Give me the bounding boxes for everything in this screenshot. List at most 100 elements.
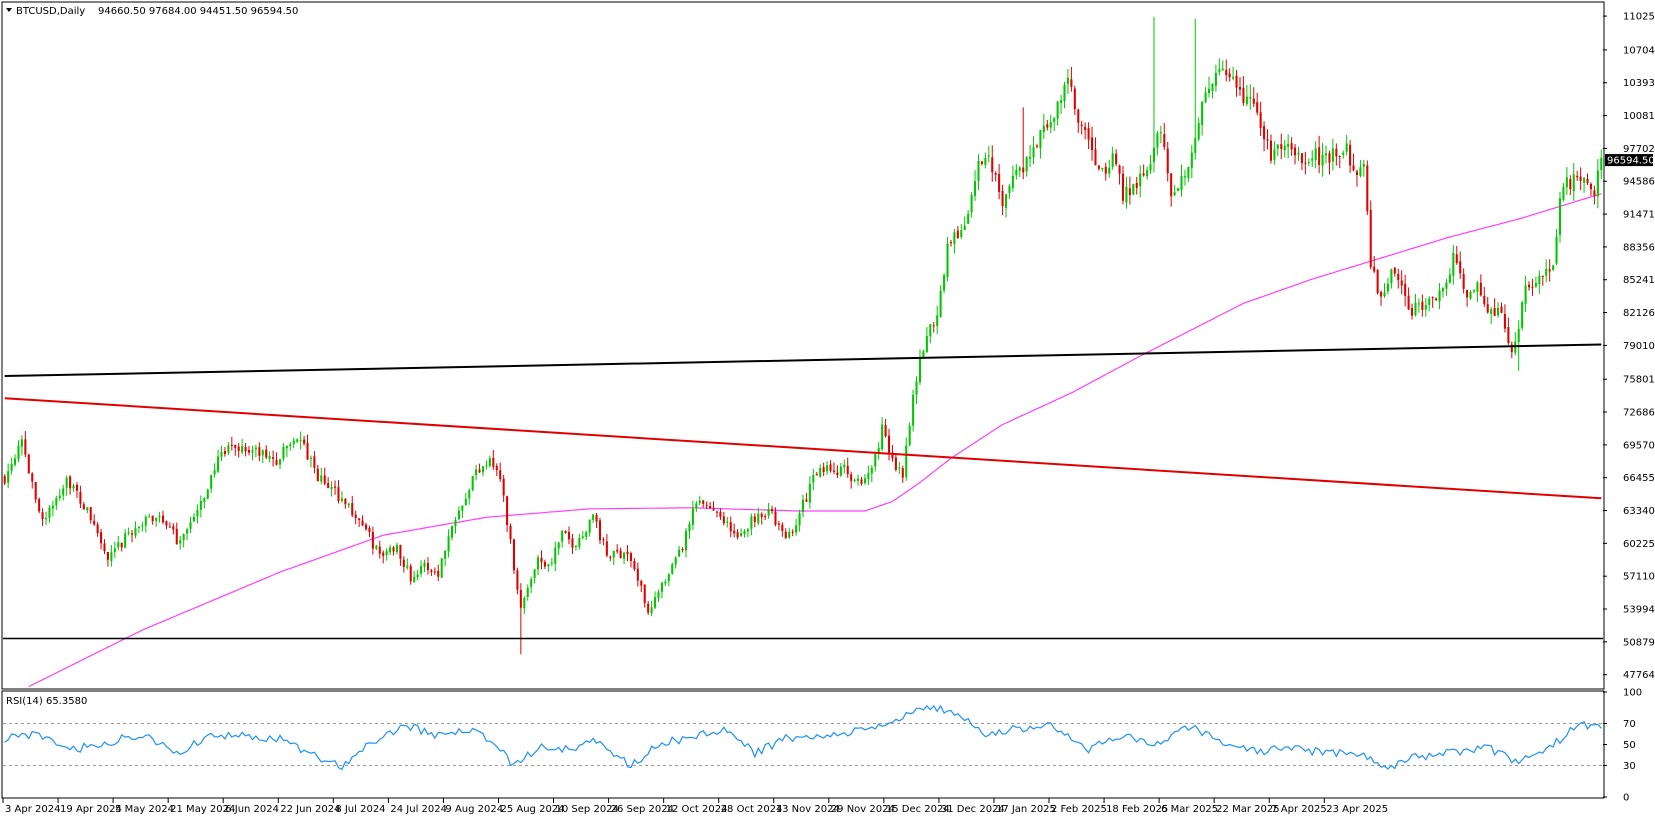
candle	[1307, 158, 1310, 167]
candle	[1507, 317, 1510, 345]
candle	[58, 488, 61, 501]
descending-trendline[interactable]	[4, 397, 1602, 500]
candle	[1142, 164, 1145, 177]
candle	[289, 441, 292, 451]
candle	[1245, 84, 1248, 107]
candle-body	[643, 584, 646, 603]
candle-body	[1142, 173, 1145, 176]
candle	[447, 529, 450, 558]
candle	[1221, 60, 1224, 72]
candle	[654, 591, 657, 610]
candle	[1527, 281, 1531, 291]
time-tick-label: 7 Apr 2025	[1271, 804, 1326, 815]
candle	[1328, 150, 1331, 175]
candle-body	[409, 566, 412, 582]
time-tick-label: 28 Oct 2024	[721, 804, 783, 815]
candle-body	[51, 505, 54, 509]
candle	[781, 522, 784, 537]
candle	[1238, 77, 1242, 96]
candle	[282, 442, 285, 462]
candle	[1497, 302, 1500, 318]
candle	[124, 529, 127, 549]
candle	[1032, 136, 1035, 165]
candle-body	[330, 487, 333, 489]
candle-body	[984, 158, 987, 165]
candle	[492, 449, 495, 470]
last-price-box	[1605, 154, 1653, 167]
candle-body	[1324, 153, 1328, 156]
rsi-tick-label: 50	[1623, 740, 1636, 751]
candle	[863, 474, 866, 485]
resistance-trendline[interactable]	[4, 343, 1602, 378]
candle-body	[1276, 144, 1279, 149]
candle	[574, 545, 577, 551]
candle	[760, 512, 763, 525]
candle	[912, 389, 915, 432]
candle-body	[241, 446, 244, 453]
candle	[1386, 277, 1389, 295]
candle-body	[640, 580, 643, 586]
candle	[244, 443, 247, 457]
candle-body	[1266, 139, 1269, 141]
candle	[815, 472, 818, 476]
candle	[144, 515, 147, 533]
candle	[241, 438, 244, 455]
candle	[55, 495, 58, 510]
candle	[1338, 155, 1341, 169]
candle	[368, 525, 371, 537]
candle-body	[1084, 126, 1087, 131]
candle	[1094, 137, 1097, 166]
candle-body	[1283, 145, 1286, 151]
candle-body	[857, 478, 860, 481]
candle-body	[134, 527, 137, 536]
candle-body	[385, 551, 388, 556]
candle-body	[275, 459, 278, 465]
candle	[839, 462, 842, 477]
candle-body	[65, 477, 68, 488]
candle-body	[461, 505, 464, 511]
candle-body	[963, 225, 966, 231]
candle	[994, 171, 997, 182]
candle	[715, 510, 719, 518]
candle-body	[1421, 301, 1424, 310]
candle-body	[103, 543, 106, 552]
candle	[578, 533, 581, 550]
candle	[237, 443, 240, 458]
price-axis[interactable]: 110257.30 107047.30 103932.50 100817.30 9770…	[1603, 12, 1655, 682]
time-tick-label: 23 Apr 2025	[1326, 804, 1388, 815]
candle	[220, 445, 223, 461]
candle-body	[1521, 302, 1524, 328]
candle	[1183, 169, 1186, 186]
candle	[1376, 268, 1379, 295]
candle-body	[426, 563, 429, 570]
candle-body	[1256, 102, 1259, 113]
candle-body	[1541, 275, 1544, 277]
candle-body	[956, 230, 959, 239]
candle	[846, 457, 849, 478]
candle-body	[1008, 186, 1011, 193]
candle-body	[1046, 124, 1049, 128]
candle-body	[1066, 77, 1069, 84]
candle-body	[10, 463, 13, 471]
candle-body	[141, 525, 144, 527]
candle-body	[647, 603, 650, 613]
candle-body	[1297, 152, 1300, 155]
candle	[678, 545, 681, 558]
candle-body	[1249, 97, 1252, 99]
candle-body	[340, 498, 343, 502]
trend-lines[interactable]	[3, 343, 1603, 640]
candle	[1149, 155, 1152, 174]
candle-body	[801, 499, 805, 513]
candle	[960, 223, 963, 239]
last-price-text: 96594.50	[1607, 156, 1655, 167]
main-pane-frame	[1, 1, 1605, 690]
candle	[399, 544, 402, 566]
collapse-arrow-icon[interactable]	[6, 8, 12, 12]
candle	[726, 516, 729, 528]
candle-body	[905, 445, 908, 478]
candle-body	[182, 534, 185, 540]
candle-body	[337, 487, 340, 501]
candle	[1146, 166, 1149, 180]
